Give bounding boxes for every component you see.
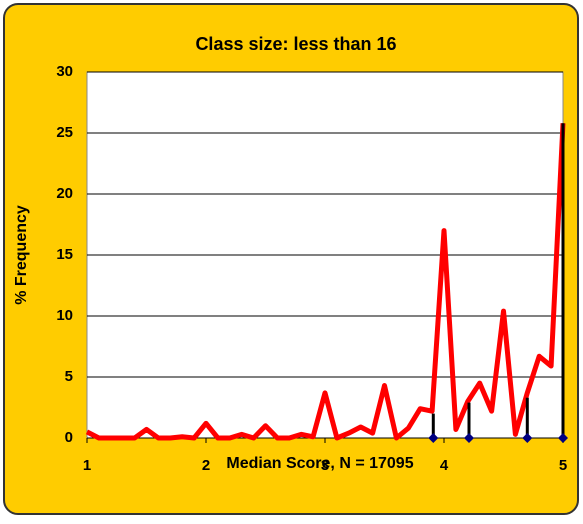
y-tick-label: 30	[56, 63, 73, 80]
y-tick-label: 20	[56, 185, 73, 202]
y-tick-label: 10	[56, 307, 73, 324]
marker	[522, 433, 533, 443]
chart-title: Class size: less than 16	[195, 34, 396, 54]
x-axis-label: Median Score, N = 17095	[226, 455, 413, 472]
x-tick-label: 4	[440, 457, 449, 474]
y-axis-label: % Frequency	[13, 205, 30, 305]
x-tick-label: 1	[83, 457, 91, 474]
x-tick-label: 5	[559, 457, 567, 474]
marker	[558, 433, 568, 443]
y-tick-label: 5	[65, 368, 73, 385]
y-tick-label: 0	[65, 429, 73, 446]
y-tick-label: 15	[56, 246, 73, 263]
marker	[463, 433, 474, 443]
x-tick-label: 2	[202, 457, 210, 474]
line	[85, 123, 566, 441]
y-tick-label: 25	[56, 124, 73, 141]
x-tick-label: 3	[321, 457, 329, 474]
marker	[428, 433, 439, 443]
